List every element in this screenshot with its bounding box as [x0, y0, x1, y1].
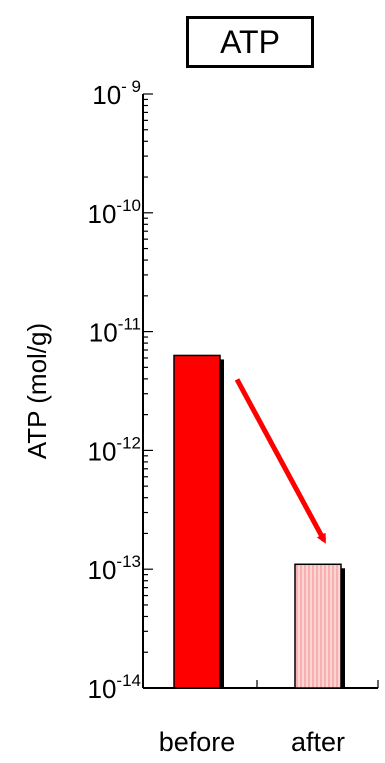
y-tick-base: 10 [88, 555, 117, 585]
y-tick-label: 10-12 [88, 433, 142, 466]
y-tick-label: 10- 9 [92, 77, 141, 110]
x-tick-label: after [291, 727, 345, 757]
y-tick-exponent: -10 [116, 196, 141, 215]
decrease-arrow [234, 378, 327, 544]
y-tick-exponent: -14 [116, 671, 141, 690]
bar-before [173, 354, 221, 689]
y-tick-label: 10-14 [88, 671, 142, 704]
x-tick-label: before [159, 727, 236, 757]
y-tick-exponent: -13 [116, 552, 141, 571]
y-tick-base: 10 [88, 199, 117, 229]
y-tick-exponent: -11 [118, 315, 141, 334]
y-tick-exponent: -12 [116, 433, 141, 452]
y-tick-label: 10-11 [89, 315, 141, 348]
chart-title: ATP [186, 16, 314, 68]
y-tick-base: 10 [92, 80, 121, 110]
y-tick-label: 10-10 [88, 196, 142, 229]
y-tick-base: 10 [89, 318, 118, 348]
bar-after [294, 563, 342, 689]
y-axis-label: ATP (mol/g) [22, 323, 52, 459]
y-tick-label: 10-13 [88, 552, 142, 585]
y-tick-exponent: - 9 [121, 77, 141, 96]
y-tick-base: 10 [88, 436, 117, 466]
y-tick-base: 10 [88, 674, 117, 704]
